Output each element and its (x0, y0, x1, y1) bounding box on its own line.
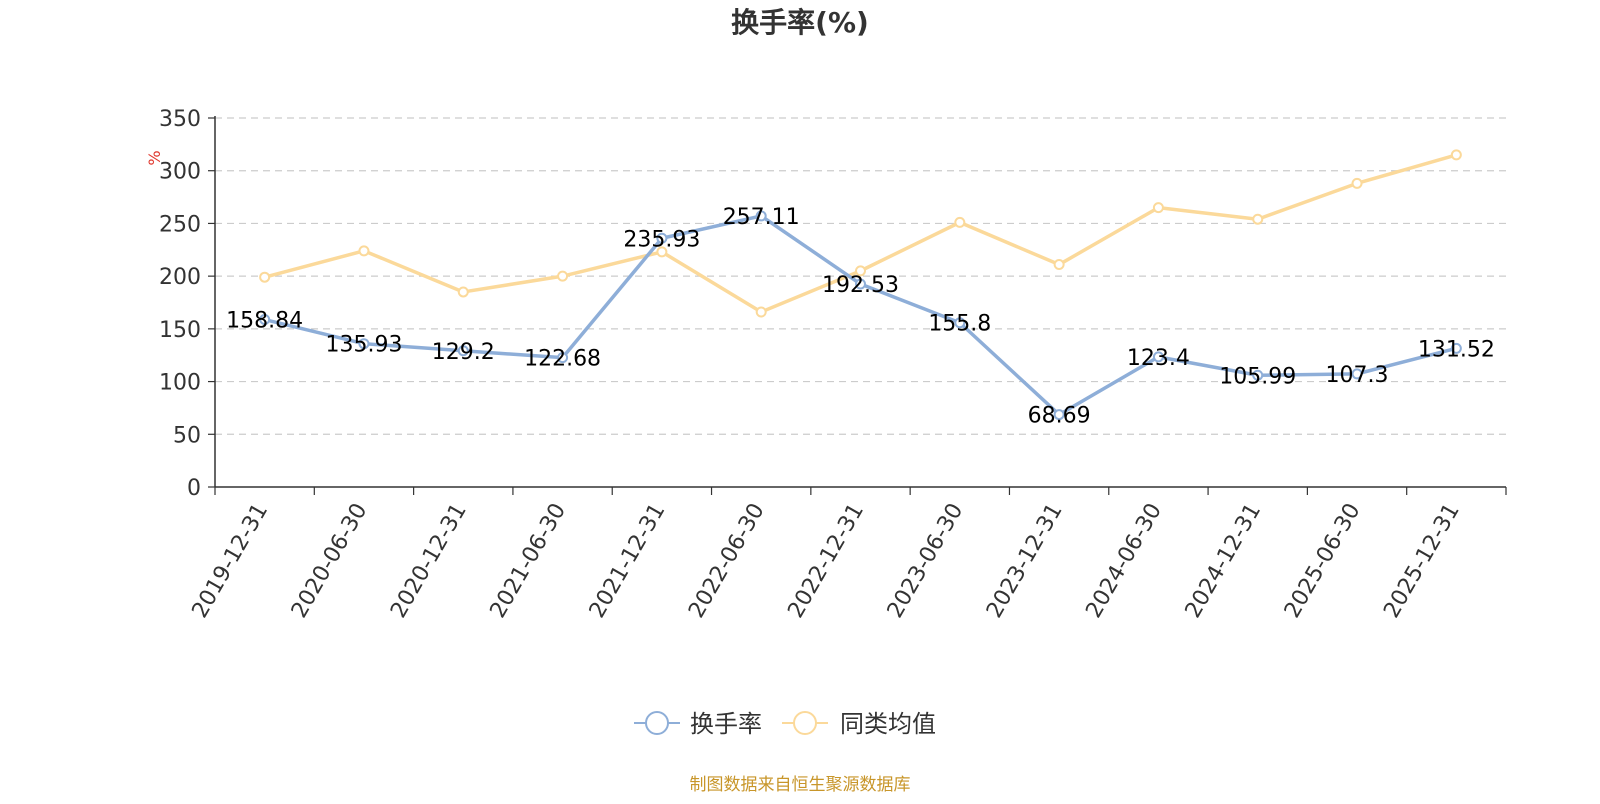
x-tick-label: 2023-06-30 (883, 499, 969, 622)
data-point (1053, 409, 1065, 421)
data-point (457, 286, 469, 298)
data-point (557, 352, 569, 364)
y-tick-label: 0 (187, 476, 201, 501)
data-point (259, 271, 271, 283)
data-label: 122.68 (524, 347, 601, 372)
x-tick-label: 2022-12-31 (783, 499, 869, 622)
legend[interactable]: 换手率 同类均值 (634, 710, 936, 738)
data-label: 158.84 (226, 309, 303, 334)
chart-title: 换手率(%) (731, 6, 869, 39)
data-label: 155.8 (928, 312, 991, 337)
y-tick-label: 250 (159, 212, 201, 237)
legend-marker (793, 711, 817, 735)
data-point (954, 317, 966, 329)
axes: 0 50 100 150 200 250 300 350% 2019-12-31 2020-06-… (145, 107, 1507, 622)
x-tick-label: 2024-12-31 (1181, 499, 1267, 622)
data-point (1450, 342, 1462, 354)
data-point (1351, 177, 1363, 189)
data-point (358, 245, 370, 257)
y-tick-label: 50 (173, 423, 201, 448)
x-tick-label: 2020-12-31 (386, 499, 472, 622)
data-point (358, 338, 370, 350)
data-label: 192.53 (822, 273, 899, 298)
data-label: 105.99 (1219, 364, 1296, 389)
data-label: 68.69 (1028, 404, 1091, 429)
x-tick-label: 2025-06-30 (1280, 499, 1366, 622)
data-label: 129.2 (432, 340, 495, 365)
data-label: 123.4 (1127, 346, 1190, 371)
x-tick-label: 2023-12-31 (982, 499, 1068, 622)
source-note: 制图数据来自恒生聚源数据库 (690, 775, 911, 795)
data-label: 107.3 (1326, 363, 1389, 388)
x-tick-label: 2021-06-30 (486, 499, 572, 622)
y-tick-label: 100 (159, 371, 201, 396)
data-point (557, 270, 569, 282)
data-point (954, 216, 966, 228)
data-point (457, 345, 469, 357)
data-point (259, 314, 271, 326)
y-tick-label: 200 (159, 265, 201, 290)
data-point (1450, 149, 1462, 161)
data-label: 131.52 (1418, 337, 1495, 362)
legend-label: 同类均值 (840, 710, 936, 738)
x-tick-label: 2022-06-30 (684, 499, 770, 622)
data-point (755, 306, 767, 318)
data-point (1152, 351, 1164, 363)
legend-label: 换手率 (690, 710, 762, 738)
series-layer (259, 149, 1462, 421)
data-label: 135.93 (325, 333, 402, 358)
data-point (755, 210, 767, 222)
data-point (1053, 259, 1065, 271)
x-tick-label: 2025-12-31 (1379, 499, 1465, 622)
data-point (656, 246, 668, 258)
y-tick-label: 350 (159, 107, 201, 132)
y-axis-label: % (145, 150, 164, 165)
data-point (855, 278, 866, 290)
x-tick-label: 2020-06-30 (287, 499, 373, 622)
data-point (1351, 368, 1363, 380)
data-label: 257.11 (723, 205, 800, 230)
data-point (1252, 369, 1264, 381)
data-point (1252, 213, 1264, 225)
data-point (855, 265, 866, 277)
data-point (1152, 202, 1164, 214)
x-tick-label: 2024-06-30 (1081, 499, 1167, 622)
data-point (656, 232, 668, 244)
x-tick-label: 2021-12-31 (585, 499, 671, 622)
y-tick-label: 300 (159, 160, 201, 185)
y-tick-label: 150 (159, 318, 201, 343)
x-tick-label: 2019-12-31 (188, 499, 274, 622)
data-labels: 158.84 135.93 129.2 122.68 235.93 257.11 192.5… (226, 205, 1495, 429)
data-label: 235.93 (623, 227, 700, 252)
legend-marker (645, 711, 669, 735)
